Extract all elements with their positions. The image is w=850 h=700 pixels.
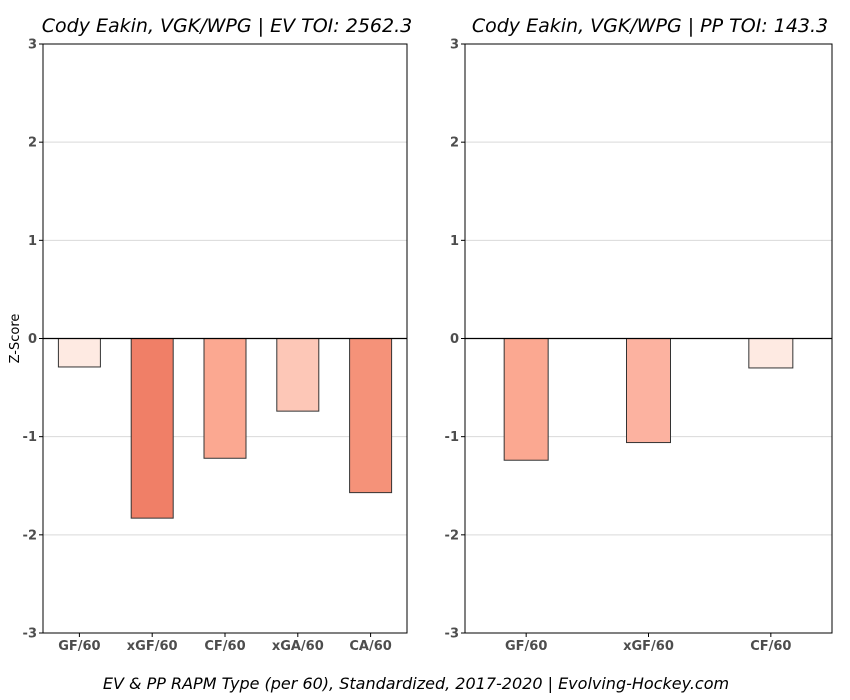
- panel-0-x-tick-label: GF/60: [58, 639, 100, 654]
- panel-0-y-tick-label: 3: [28, 38, 37, 53]
- panel-0-bar-xga-60: [276, 338, 320, 412]
- panel-0-y-tick-label: 1: [28, 234, 37, 249]
- panel-1-x-tick-label: GF/60: [505, 639, 547, 654]
- panel-0-y-tick-label: -2: [23, 528, 37, 543]
- panel-1-x-tick-label: CF/60: [750, 639, 791, 654]
- panel-1-y-tick-label: -1: [445, 430, 459, 445]
- panel-1-bar-gf-60: [503, 338, 549, 461]
- panel-1-y-tick-label: 2: [450, 136, 459, 151]
- panel-1-y-tick-label: 1: [450, 234, 459, 249]
- panel-0-y-tick-label: -1: [23, 430, 37, 445]
- figure-caption: EV & PP RAPM Type (per 60), Standardized…: [103, 674, 729, 693]
- panel-0-y-tick-label: -3: [23, 627, 37, 642]
- panel-0-title: Cody Eakin, VGK/WPG | EV TOI: 2562.3: [42, 15, 412, 37]
- panel-0-y-tick-label: 0: [28, 332, 37, 347]
- panel-1-y-tick-label: 3: [450, 38, 459, 53]
- panel-0-x-tick-label: xGA/60: [272, 639, 324, 654]
- panel-0-bar-xgf-60: [130, 338, 174, 519]
- panel-1-y-tick-label: -3: [445, 627, 459, 642]
- panel-0-x-tick-label: CF/60: [204, 639, 245, 654]
- panel-0-bar-ca-60: [349, 338, 393, 494]
- panel-0-bar-cf-60: [203, 338, 247, 459]
- panel-0-y-axis-label: Z-Score: [8, 314, 23, 364]
- panel-1-y-tick-label: -2: [445, 528, 459, 543]
- panel-0-y-tick-label: 2: [28, 136, 37, 151]
- panel-1-bar-cf-60: [748, 338, 794, 369]
- panel-0-frame: [42, 43, 408, 634]
- panel-0-bar-gf-60: [57, 338, 101, 368]
- panel-1-title: Cody Eakin, VGK/WPG | PP TOI: 143.3: [472, 15, 828, 37]
- panel-0-x-tick-label: CA/60: [349, 639, 391, 654]
- panel-1-x-tick-label: xGF/60: [623, 639, 674, 654]
- panel-1-bar-xgf-60: [626, 338, 671, 444]
- panel-0-x-tick-label: xGF/60: [127, 639, 178, 654]
- panel-1-frame: [464, 43, 833, 634]
- panel-1-y-tick-label: 0: [450, 332, 459, 347]
